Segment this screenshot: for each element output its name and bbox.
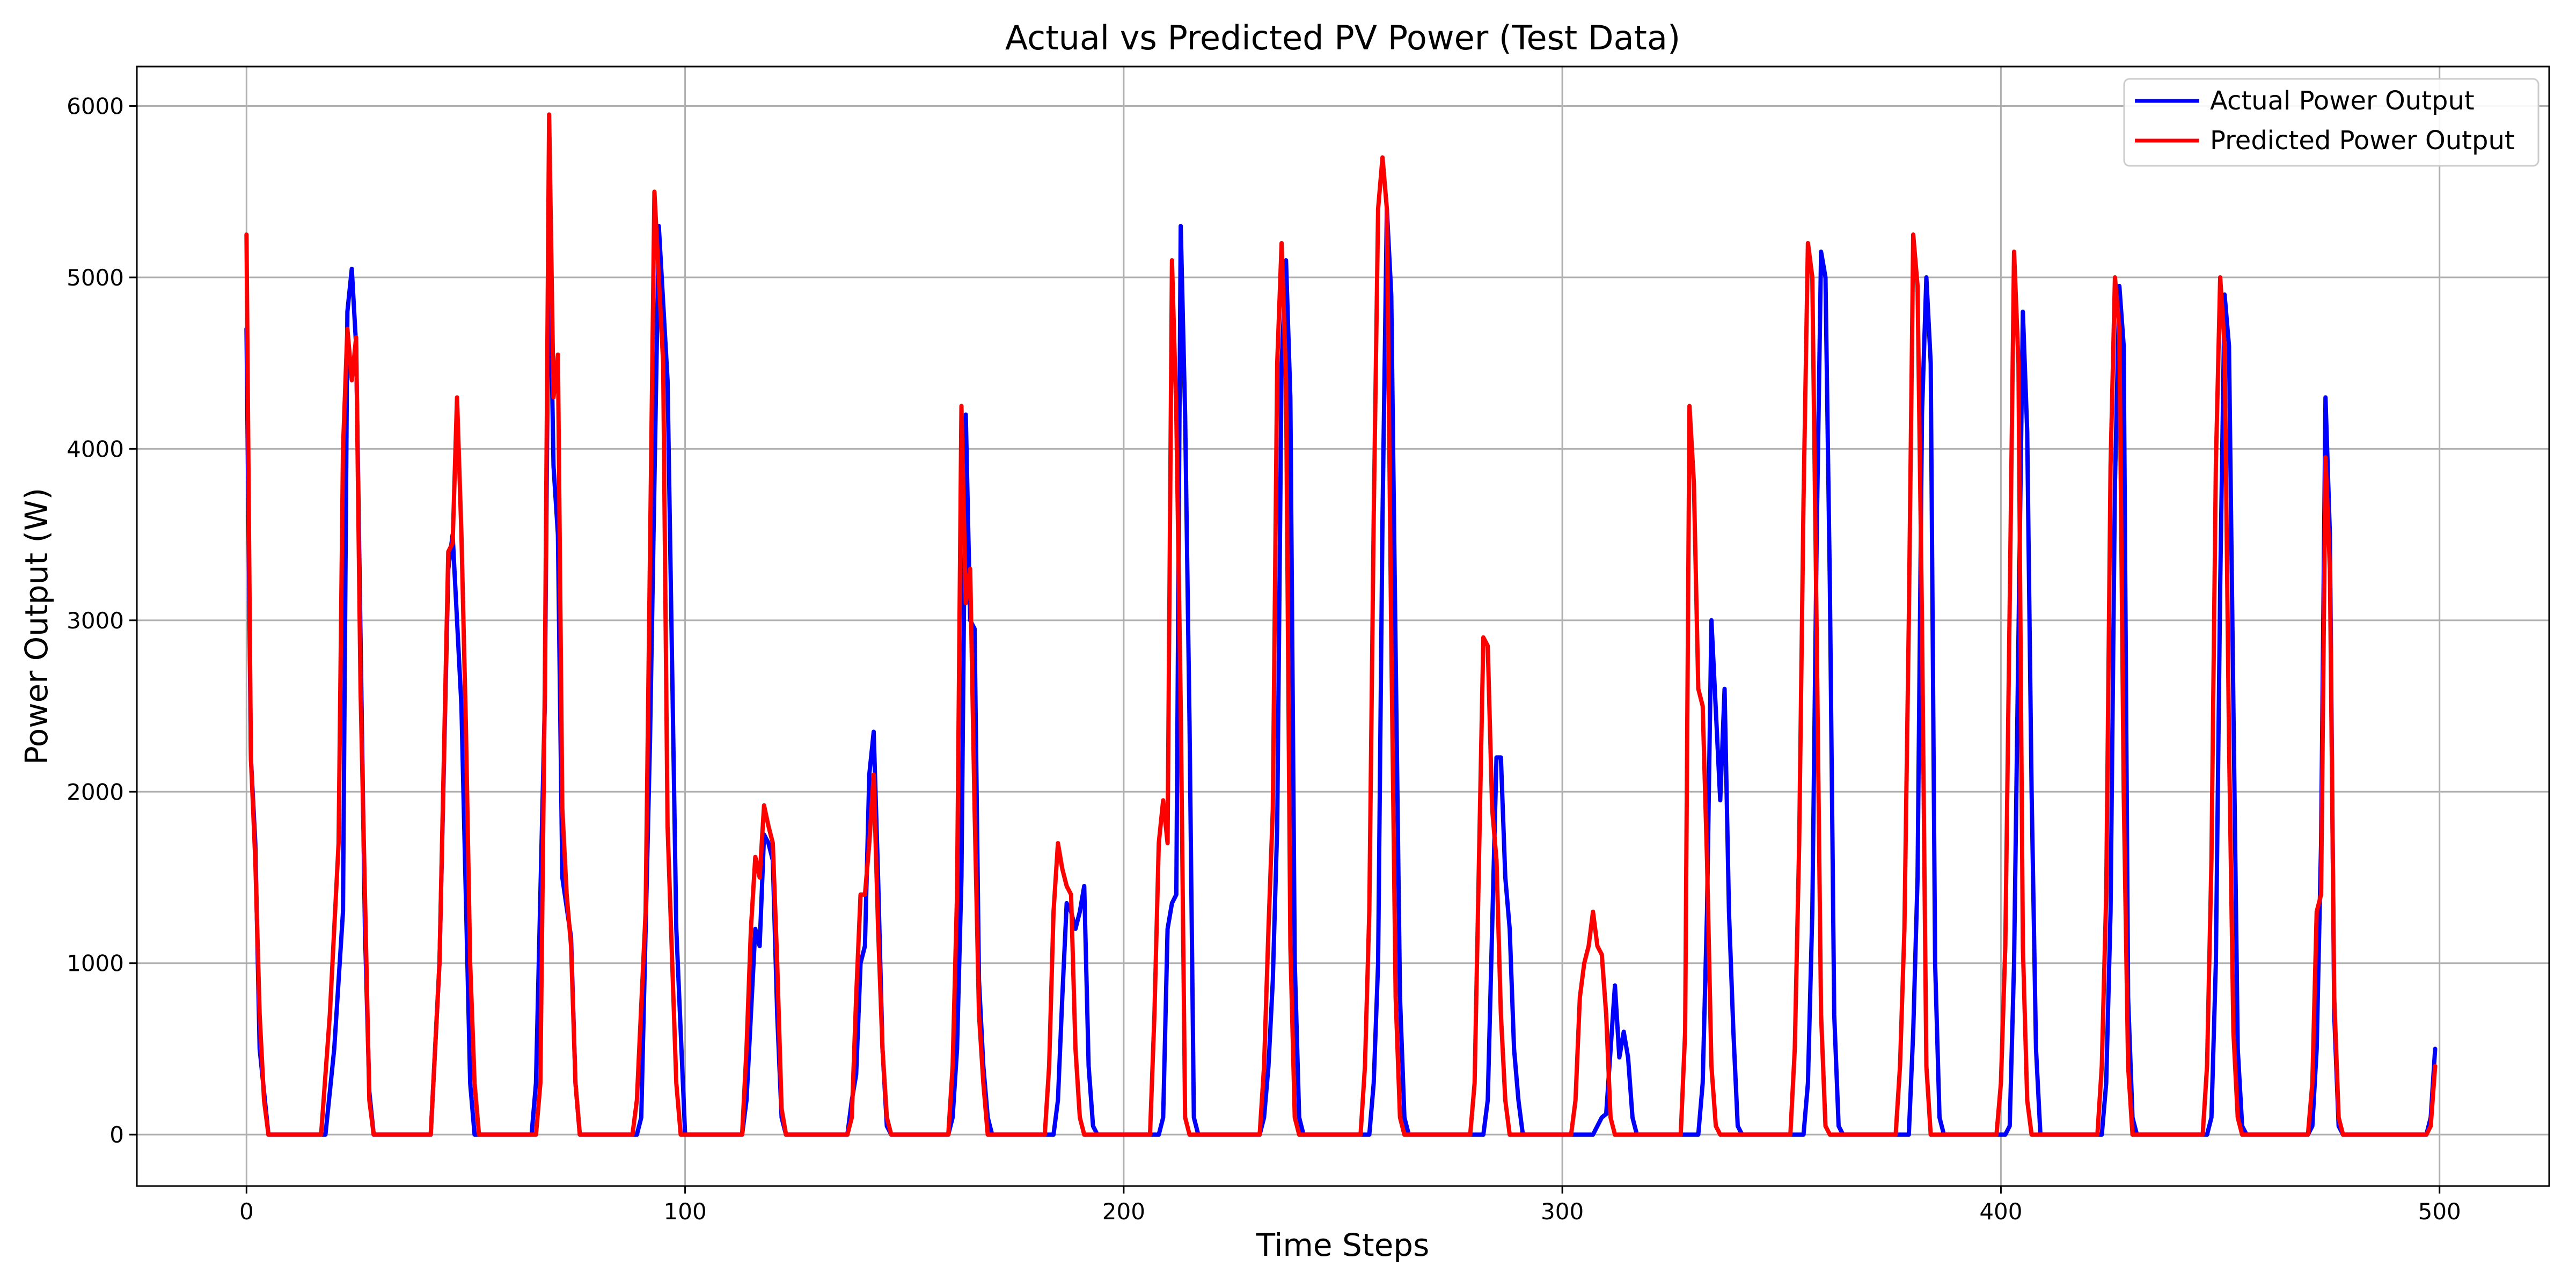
legend-box xyxy=(2123,78,2540,167)
x-axis: 0 100 200 300 400 500 xyxy=(239,1186,2461,1225)
y-tick-label: 5000 xyxy=(67,265,124,291)
x-tick-label: 500 xyxy=(2418,1198,2461,1225)
y-axis-label: Power Output (W) xyxy=(18,488,55,765)
chart-title: Actual vs Predicted PV Power (Test Data) xyxy=(1005,18,1680,57)
x-tick-label: 200 xyxy=(1102,1198,1145,1225)
x-tick-label: 400 xyxy=(1979,1198,2022,1225)
y-axis: 0 1000 2000 3000 4000 5000 6000 xyxy=(67,93,137,1148)
legend-label-actual: Actual Power Output xyxy=(2210,86,2475,116)
series-layer xyxy=(244,112,2438,1137)
x-axis-label: Time Steps xyxy=(1256,1227,1430,1263)
x-tick-label: 100 xyxy=(664,1198,707,1225)
series-line-predicted xyxy=(244,112,2438,1137)
legend-label-predicted: Predicted Power Output xyxy=(2210,126,2515,156)
x-tick-label: 300 xyxy=(1541,1198,1584,1225)
y-tick-label: 3000 xyxy=(67,608,124,634)
axes-frame xyxy=(136,65,2550,1187)
y-tick-label: 6000 xyxy=(67,93,124,119)
y-tick-label: 1000 xyxy=(67,950,124,977)
y-tick-label: 2000 xyxy=(67,779,124,805)
x-tick-label: 0 xyxy=(239,1198,254,1225)
legend: Actual Power Output Predicted Power Outp… xyxy=(2123,78,2540,167)
y-tick-label: 4000 xyxy=(67,436,124,462)
series-line-actual xyxy=(244,207,2438,1137)
y-tick-label: 0 xyxy=(109,1122,124,1148)
